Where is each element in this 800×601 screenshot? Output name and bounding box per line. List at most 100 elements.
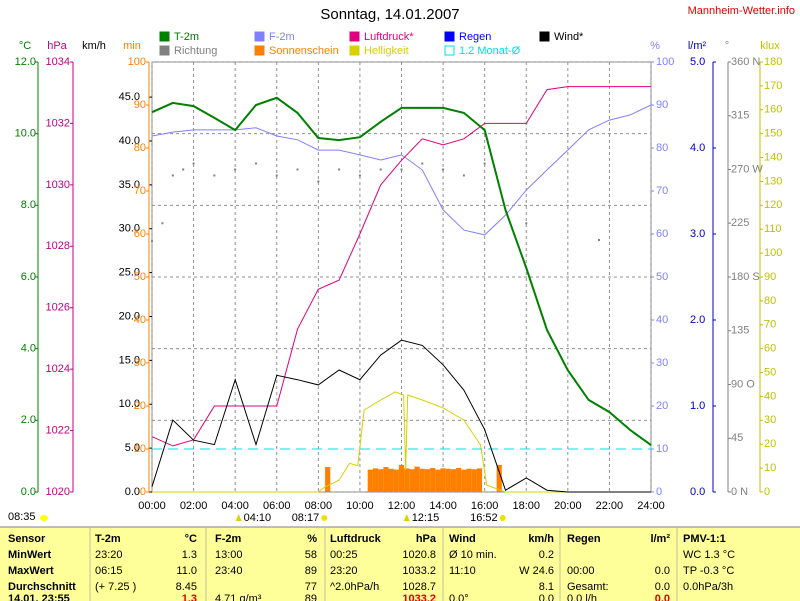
- dot: [182, 168, 185, 171]
- y-tick-label: 40.0: [119, 135, 140, 147]
- dot: [275, 174, 278, 177]
- y-tick-label: 70: [764, 319, 776, 331]
- legend-swatch: [349, 31, 360, 42]
- y-tick-label: 130: [764, 175, 782, 187]
- marker-icon: [403, 514, 410, 521]
- dot: [192, 162, 195, 165]
- y-tick-label: 100: [656, 56, 674, 68]
- table-cell: 1.3: [182, 549, 197, 561]
- axis-unit: l/m²: [688, 40, 707, 52]
- axis-unit: °: [725, 40, 729, 52]
- dot: [213, 174, 216, 177]
- x-tick-label: 06:00: [263, 500, 291, 512]
- bar: [325, 467, 331, 492]
- y-tick-label: 100: [764, 247, 782, 259]
- table-cell: 0.0°: [449, 593, 469, 601]
- bar: [398, 464, 405, 492]
- table-cell: TP -0.3 °C: [683, 565, 734, 577]
- table-cell: 8.45: [176, 581, 197, 593]
- x-tick-label: 04:00: [221, 500, 249, 512]
- x-tick-label: 16:00: [471, 500, 499, 512]
- y-tick-label: 0: [656, 486, 662, 498]
- bar: [404, 468, 410, 492]
- bar: [367, 469, 373, 492]
- dot: [151, 240, 153, 243]
- table-cell: 11.0: [176, 565, 197, 577]
- x-tick-label: 10:00: [346, 500, 374, 512]
- legend-swatch: [159, 45, 170, 56]
- x-tick-label: 18:00: [512, 500, 540, 512]
- legend-swatch: [539, 31, 550, 42]
- table-separators: [89, 528, 678, 601]
- y-tick-label: 20.0: [119, 310, 140, 322]
- y-tick-label: 170: [764, 80, 782, 92]
- y-tick-label: 20: [134, 400, 146, 412]
- legend-swatch: [349, 45, 360, 56]
- bar: [393, 469, 399, 492]
- bar: [383, 467, 389, 492]
- bar: [378, 469, 384, 492]
- table-header: °C: [185, 533, 197, 545]
- marker-label: 12:15: [412, 512, 440, 524]
- y-tick-label: 80: [656, 142, 668, 154]
- y-tick-label: 15.0: [119, 354, 140, 366]
- legend-label: T-2m: [174, 31, 199, 43]
- y-tick-label: 90: [764, 271, 776, 283]
- dot: [317, 180, 320, 183]
- axis-unit: %: [650, 40, 660, 52]
- legend-label: 1.2 Monat-Ø: [459, 45, 521, 57]
- marker-icon: [321, 515, 328, 521]
- y-tick-label: 10: [764, 462, 776, 474]
- y-tick-label: 270 W: [731, 163, 763, 175]
- table-cell: 89: [305, 593, 317, 601]
- y-tick-label: 40: [656, 314, 668, 326]
- table-cell: 11:10: [449, 565, 476, 577]
- dot: [338, 168, 341, 171]
- legend-label: Sonnenschein: [269, 45, 339, 57]
- y-tick-label: 4.0: [21, 343, 36, 355]
- y-tick-label: 20: [764, 438, 776, 450]
- axis-unit: min: [123, 40, 141, 52]
- bar: [461, 469, 467, 492]
- table-cell: ^2.0hPa/h: [330, 581, 379, 593]
- series-line: [151, 339, 651, 493]
- y-tick-label: 90: [134, 99, 146, 111]
- table-cell: 13:00: [215, 549, 243, 561]
- y-tick-label: 1032: [46, 117, 70, 129]
- dot: [358, 174, 361, 177]
- table-cell: 0.0: [655, 593, 670, 601]
- y-tick-label: 3.0: [690, 228, 705, 240]
- axis-unit: hPa: [47, 40, 67, 52]
- y-tick-label: 0 N: [731, 486, 748, 498]
- y-tick-label: 0: [140, 486, 146, 498]
- table-cell: (+ 7.25 ): [95, 581, 136, 593]
- y-tick-label: 70: [656, 185, 668, 197]
- legend-label: Richtung: [174, 45, 217, 57]
- table-cell: 1028.7: [402, 581, 436, 593]
- legend-swatch: [159, 31, 170, 42]
- legend-label: Luftdruck*: [364, 31, 414, 43]
- y-tick-label: 5.0: [690, 56, 705, 68]
- x-tick-label: 22:00: [596, 500, 624, 512]
- table-cell: 89: [305, 565, 317, 577]
- marker-icon: [235, 514, 242, 521]
- y-tick-label: 60: [134, 228, 146, 240]
- y-tick-label: 120: [764, 199, 782, 211]
- y-tick-label: 10: [134, 443, 146, 455]
- y-tick-label: 45: [731, 432, 743, 444]
- y-tick-label: 0.0: [21, 486, 36, 498]
- y-tick-label: 140: [764, 151, 782, 163]
- y-tick-label: 150: [764, 128, 782, 140]
- table-cell: 0.0: [655, 581, 670, 593]
- y-tick-label: 10: [656, 443, 668, 455]
- x-tick-label: 20:00: [554, 500, 582, 512]
- table-cell: 1033.2: [402, 565, 436, 577]
- y-tick-label: 80: [134, 142, 146, 154]
- table-cell: 00:00: [567, 565, 595, 577]
- y-tick-label: 10.0: [15, 128, 36, 140]
- table-cell: 0.0hPa/3h: [683, 581, 733, 593]
- bar: [388, 468, 394, 492]
- y-tick-label: 2.0: [690, 314, 705, 326]
- y-tick-label: 30: [764, 414, 776, 426]
